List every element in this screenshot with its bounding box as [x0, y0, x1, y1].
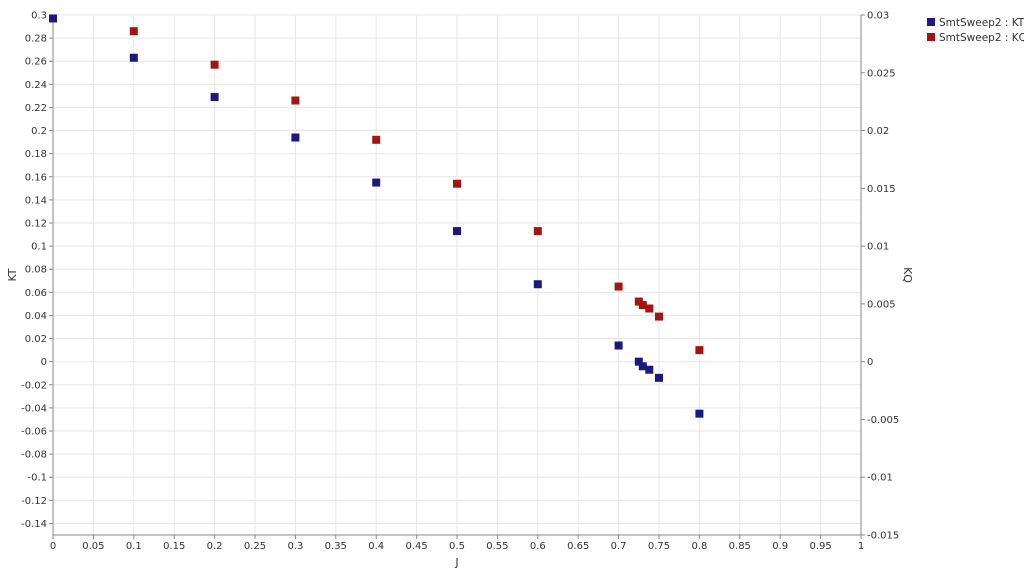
x-tick-label-8: 0.4: [368, 541, 384, 552]
x-tick-label-14: 0.7: [611, 541, 627, 552]
legend-item-kt[interactable]: SmtSweep2 : KT: [927, 17, 1024, 29]
point-series-0-5[interactable]: [453, 227, 461, 236]
y-left-tick-label-20: -0.1: [27, 473, 47, 484]
x-axis-title: J: [454, 556, 458, 569]
point-series-1-4[interactable]: [453, 179, 461, 188]
point-series-1-6[interactable]: [614, 282, 623, 291]
y-left-axis-ticks: 0.3 0.28 0.26 0.24 0.22 0.2 0.18 0.16 0.14 0.12 0.…: [21, 11, 53, 530]
y-left-tick-label-13: 0.04: [25, 311, 47, 322]
y-left-axis-title: KT: [6, 268, 19, 281]
point-series-0-0[interactable]: [49, 14, 57, 23]
y-right-tick-label-8: -0.01: [867, 473, 893, 484]
x-tick-label-1: 0.05: [82, 541, 104, 552]
y-right-tick-label-0: 0.03: [867, 11, 889, 22]
y-left-tick-label-18: -0.06: [21, 427, 47, 438]
point-series-0-8[interactable]: [634, 357, 643, 366]
y-left-tick-label-14: 0.02: [25, 334, 47, 345]
y-right-tick-label-4: 0.01: [867, 242, 889, 253]
point-series-0-11[interactable]: [655, 373, 663, 382]
x-tick-label-2: 0.1: [126, 541, 142, 552]
point-series-1-10[interactable]: [655, 312, 663, 321]
x-tick-label-5: 0.25: [244, 541, 266, 552]
y-right-tick-label-1: 0.025: [867, 68, 896, 79]
y-left-tick-label-6: 0.18: [25, 149, 47, 160]
x-tick-label-6: 0.3: [287, 541, 303, 552]
point-series-1-11[interactable]: [695, 346, 704, 355]
y-right-axis-title: KQ: [901, 267, 914, 283]
point-series-1-2[interactable]: [291, 96, 300, 105]
x-tick-label-4: 0.2: [207, 541, 223, 552]
x-axis-ticks: 0 0.05 0.1 0.15 0.2 0.25 0.3 0.35 0.4 0.45 0.5 0.55…: [50, 535, 864, 552]
y-left-tick-label-2: 0.26: [25, 57, 47, 68]
legend: SmtSweep2 : KT SmtSweep2 : KQ: [927, 17, 1024, 44]
x-tick-label-13: 0.65: [567, 541, 589, 552]
point-series-0-3[interactable]: [291, 133, 300, 142]
point-series-1-5[interactable]: [533, 227, 542, 236]
point-series-1-1[interactable]: [210, 60, 219, 69]
y-left-tick-label-0: 0.3: [31, 11, 47, 22]
y-left-tick-label-12: 0.06: [25, 288, 47, 299]
point-series-0-2[interactable]: [210, 93, 219, 102]
y-left-tick-label-16: -0.02: [21, 380, 47, 391]
y-right-tick-label-2: 0.02: [867, 126, 889, 137]
y-left-tick-label-17: -0.04: [21, 403, 47, 414]
legend-swatch-kq: [927, 33, 935, 41]
point-series-0-12[interactable]: [695, 409, 704, 418]
x-tick-label-19: 0.95: [809, 541, 831, 552]
x-tick-label-3: 0.15: [163, 541, 185, 552]
y-right-tick-label-5: 0.005: [867, 299, 896, 310]
legend-label-kt: SmtSweep2 : KT: [939, 17, 1024, 29]
point-series-0-6[interactable]: [533, 280, 542, 289]
point-series-1-3[interactable]: [372, 135, 381, 144]
y-left-tick-label-3: 0.24: [25, 80, 47, 91]
y-left-tick-label-15: 0: [41, 357, 47, 368]
y-left-tick-label-11: 0.08: [25, 265, 47, 276]
point-series-1-9[interactable]: [645, 304, 654, 313]
y-right-axis-ticks: 0.03 0.025 0.02 0.015 0.01 0.005 0 -0.005 -0.01 -…: [861, 11, 899, 542]
y-left-tick-label-8: 0.14: [25, 195, 47, 206]
point-series-1-7[interactable]: [634, 297, 643, 306]
y-left-tick-label-7: 0.16: [25, 172, 47, 183]
x-tick-label-16: 0.8: [691, 541, 707, 552]
data-points: [49, 14, 704, 418]
y-left-tick-label-5: 0.2: [31, 126, 47, 137]
point-series-0-4[interactable]: [372, 178, 381, 187]
legend-label-kq: SmtSweep2 : KQ: [939, 32, 1024, 44]
point-series-0-9[interactable]: [638, 362, 647, 371]
x-tick-label-0: 0: [50, 541, 56, 552]
x-tick-label-18: 0.9: [772, 541, 788, 552]
y-left-tick-label-22: -0.14: [21, 519, 47, 530]
x-tick-label-20: 1: [858, 541, 864, 552]
x-tick-label-9: 0.45: [405, 541, 427, 552]
y-left-tick-label-9: 0.12: [25, 219, 47, 230]
legend-item-kq[interactable]: SmtSweep2 : KQ: [927, 32, 1024, 44]
y-left-tick-label-1: 0.28: [25, 34, 47, 45]
point-series-1-0[interactable]: [129, 27, 138, 36]
y-right-tick-label-9: -0.015: [867, 531, 899, 542]
x-tick-label-11: 0.55: [486, 541, 508, 552]
x-tick-label-7: 0.35: [325, 541, 347, 552]
point-series-0-7[interactable]: [614, 341, 623, 350]
y-left-tick-label-10: 0.1: [31, 242, 47, 253]
legend-swatch-kt: [927, 18, 935, 26]
y-right-tick-label-6: 0: [867, 357, 873, 368]
x-tick-label-12: 0.6: [530, 541, 546, 552]
y-left-tick-label-19: -0.08: [21, 450, 47, 461]
x-tick-label-10: 0.5: [449, 541, 465, 552]
point-series-0-1[interactable]: [129, 53, 138, 62]
y-right-tick-label-7: -0.005: [867, 415, 899, 426]
point-series-1-8[interactable]: [638, 301, 647, 310]
y-left-tick-label-21: -0.12: [21, 496, 47, 507]
grid: [52, 14, 862, 535]
point-series-0-10[interactable]: [645, 365, 654, 374]
y-right-tick-label-3: 0.015: [867, 184, 896, 195]
x-tick-label-17: 0.85: [729, 541, 751, 552]
y-left-tick-label-4: 0.22: [25, 103, 47, 114]
x-tick-label-15: 0.75: [648, 541, 670, 552]
